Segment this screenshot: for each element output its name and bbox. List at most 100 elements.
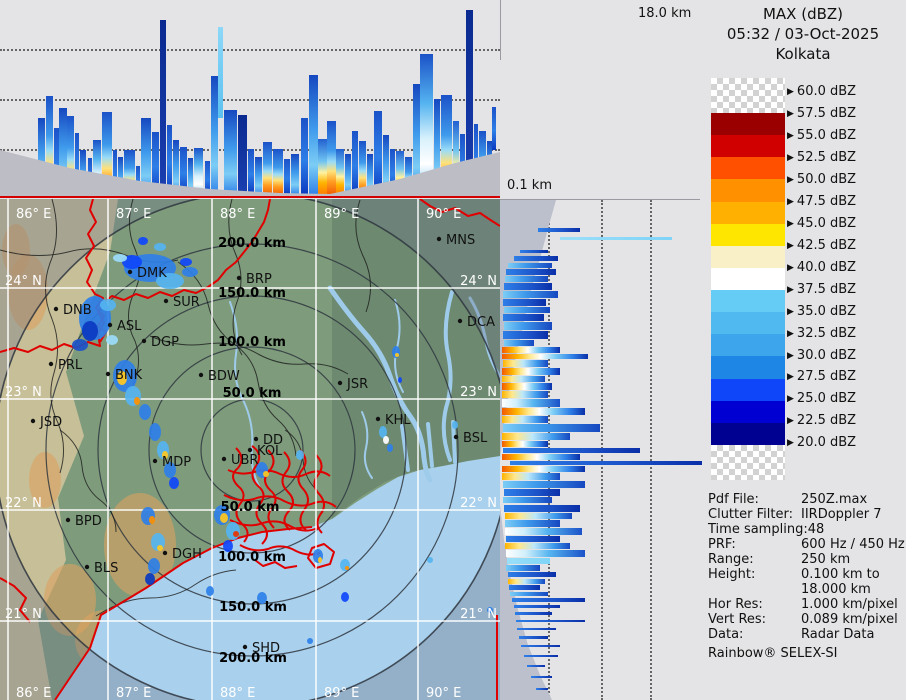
metadata-label: PRF: bbox=[708, 537, 736, 552]
city-dot bbox=[242, 644, 248, 650]
echo-bar bbox=[503, 360, 548, 367]
city-dot bbox=[162, 550, 168, 556]
map-echo-cell bbox=[157, 545, 163, 551]
range-ring-label: 150.0 km bbox=[218, 286, 286, 301]
metadata-value: IIRDoppler 7 bbox=[801, 507, 882, 522]
metadata-label: Vert Res: bbox=[708, 612, 767, 627]
echo-bar bbox=[508, 579, 545, 584]
top-panel-wedge bbox=[0, 150, 500, 196]
echo-bar bbox=[173, 140, 179, 195]
map-echo-cell bbox=[117, 371, 127, 385]
metadata-row: Hor Res: 1.000 km/pixel bbox=[708, 597, 905, 612]
legend-entry-text: 25.0 dBZ bbox=[796, 391, 857, 407]
legend-entry-label: ▶ 37.5 dBZ bbox=[787, 282, 856, 297]
echo-bar bbox=[516, 620, 585, 622]
district-border bbox=[45, 199, 64, 474]
delta-island-outline bbox=[313, 454, 325, 534]
echo-bar bbox=[352, 131, 358, 195]
map-echo-cell bbox=[164, 462, 176, 478]
echo-bar bbox=[503, 448, 640, 453]
echo-bar bbox=[503, 299, 546, 306]
echo-bar bbox=[238, 115, 247, 195]
map-echo-cell bbox=[296, 450, 304, 460]
echo-bar bbox=[536, 688, 548, 690]
echo-bar bbox=[512, 598, 585, 602]
echo-bar bbox=[405, 157, 412, 195]
top-panel-gridline bbox=[0, 99, 500, 101]
echo-bar bbox=[141, 118, 151, 195]
sea-area bbox=[55, 456, 500, 700]
city-dot bbox=[84, 564, 90, 570]
echo-bar bbox=[152, 132, 159, 195]
legend-tick-arrow: ▶ bbox=[787, 174, 794, 185]
legend-tick-arrow: ▶ bbox=[787, 306, 794, 317]
city-dot bbox=[221, 456, 227, 462]
legend-swatch bbox=[711, 356, 785, 379]
river bbox=[361, 411, 373, 479]
legend-swatch bbox=[711, 422, 785, 445]
legend-tick-arrow: ▶ bbox=[787, 87, 794, 97]
longitude-label-bottom: 86° E bbox=[16, 686, 51, 700]
legend-entry-label: ▶ 30.0 dBZ bbox=[787, 348, 856, 363]
echo-bar bbox=[505, 276, 548, 282]
delta-island-outline bbox=[223, 494, 337, 508]
longitude-label-bottom: 90° E bbox=[426, 686, 461, 700]
map-echo-cell bbox=[487, 607, 493, 613]
legend-tick-arrow: ▶ bbox=[787, 108, 794, 119]
top-panel-right-border bbox=[500, 0, 501, 60]
river bbox=[451, 420, 457, 464]
echo-bar bbox=[505, 543, 570, 549]
metadata-value: 48 bbox=[807, 522, 825, 537]
echo-bar bbox=[505, 528, 582, 535]
range-ring bbox=[148, 346, 356, 554]
city-dot bbox=[163, 298, 169, 304]
metadata-label: Time sampling: bbox=[708, 522, 808, 537]
echo-bar bbox=[508, 263, 552, 268]
metadata-value: 0.089 km/pixel bbox=[801, 612, 898, 627]
city-dot bbox=[253, 436, 259, 442]
metadata-value: 250Z.max bbox=[801, 492, 868, 507]
echo-bar bbox=[507, 558, 550, 564]
legend-swatch bbox=[711, 400, 785, 423]
range-ring bbox=[45, 243, 459, 657]
legend-tick-arrow: ▶ bbox=[787, 196, 794, 207]
echo-bar bbox=[466, 10, 473, 195]
metadata-row: Clutter Filter: IIRDoppler 7 bbox=[708, 507, 905, 522]
echo-bar bbox=[390, 149, 395, 195]
echo-bar bbox=[503, 424, 600, 432]
legend-tick-arrow: ▶ bbox=[787, 284, 794, 295]
echo-bar bbox=[255, 157, 262, 195]
legend-tick-arrow: ▶ bbox=[787, 372, 794, 383]
delta-island-outline bbox=[229, 519, 319, 532]
metadata-value: Radar Data bbox=[801, 627, 875, 642]
echo-bar bbox=[118, 157, 123, 195]
echo-bar bbox=[367, 154, 373, 195]
echo-bar bbox=[503, 314, 544, 321]
software-brand: Rainbow® SELEX-SI bbox=[708, 646, 838, 661]
legend-tick-arrow: ▶ bbox=[787, 262, 794, 273]
legend-entry-text: 20.0 dBZ bbox=[796, 435, 857, 451]
legend-entry-text: 22.5 dBZ bbox=[796, 413, 857, 429]
metadata-row: Vert Res: 0.089 km/pixel bbox=[708, 612, 905, 627]
map-echo-cell bbox=[206, 586, 214, 596]
legend-swatch bbox=[711, 444, 785, 480]
metadata-row: Height: 0.100 km to bbox=[708, 567, 905, 582]
terrain-orange-patch bbox=[2, 224, 30, 276]
longitude-label-bottom: 87° E bbox=[116, 686, 151, 700]
legend-swatch bbox=[711, 179, 785, 202]
map-echo-cell bbox=[452, 421, 458, 429]
product-title: MAX (dBZ) bbox=[762, 5, 844, 23]
metadata-label: Hor Res: bbox=[708, 597, 763, 612]
echo-bar bbox=[521, 645, 560, 647]
legend-tick-arrow: ▶ bbox=[787, 394, 794, 405]
legend-swatch bbox=[711, 113, 785, 136]
echo-bar bbox=[515, 612, 552, 615]
echo-bar bbox=[520, 250, 548, 253]
map-echo-cell bbox=[182, 267, 198, 277]
district-border bbox=[59, 429, 117, 533]
cross-section-baseline bbox=[0, 196, 500, 198]
legend-entry-label: ▶ 52.5 dBZ bbox=[787, 150, 856, 165]
legend-entry-label: ▶ 27.5 dBZ bbox=[787, 369, 856, 384]
map-echo-cell bbox=[180, 258, 192, 266]
echo-bar bbox=[502, 466, 585, 472]
